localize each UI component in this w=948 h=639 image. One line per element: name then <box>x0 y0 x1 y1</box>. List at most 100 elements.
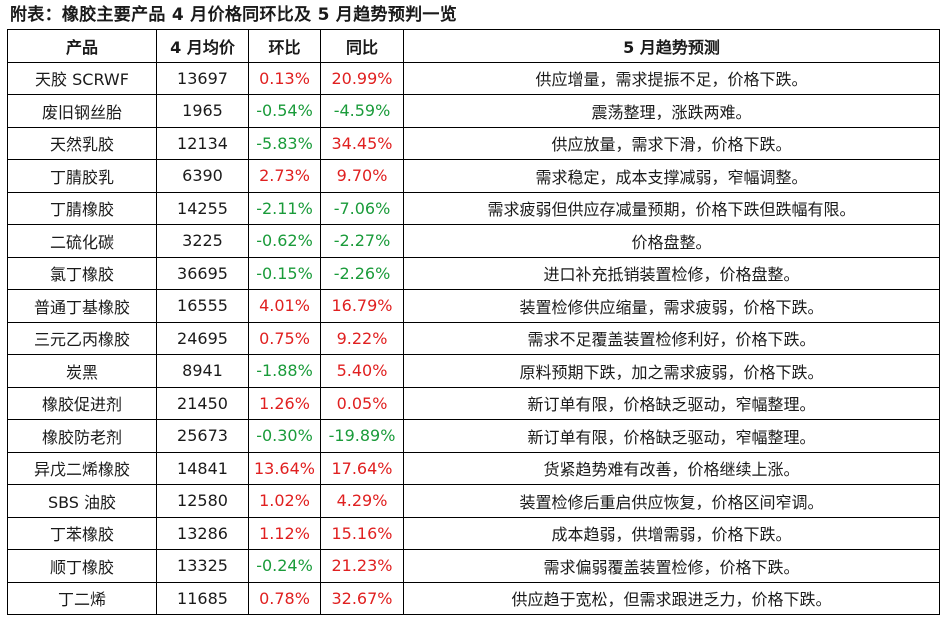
table-row: 顺丁橡胶 13325 -0.24% 21.23% 需求偏弱覆盖装置检修，价格下跌。 <box>7 549 940 583</box>
may-trend-cell: 原料预期下跌，加之需求疲弱，价格下跌。 <box>403 354 940 388</box>
mom-change-cell: -0.15% <box>248 256 321 290</box>
yoy-change-cell: 16.79% <box>320 289 404 323</box>
april-price-cell: 14255 <box>156 191 249 225</box>
product-name-cell: 丁腈橡胶 <box>7 191 157 225</box>
mom-change-cell: 2.73% <box>248 159 321 193</box>
yoy-change-cell: -7.06% <box>320 191 404 225</box>
product-name-cell: 天然乳胶 <box>7 126 157 160</box>
april-price-cell: 25673 <box>156 419 249 453</box>
mom-change-cell: -0.24% <box>248 549 321 583</box>
may-trend-cell: 成本趋弱，供增需弱，价格下跌。 <box>403 516 940 550</box>
yoy-change-cell: 9.70% <box>320 159 404 193</box>
product-name-cell: 丁苯橡胶 <box>7 516 157 550</box>
april-price-cell: 8941 <box>156 354 249 388</box>
table-body: 天胶 SCRWF 13697 0.13% 20.99% 供应增量，需求提振不足，价格下跌… <box>7 61 940 615</box>
may-trend-cell: 需求疲弱但供应存减量预期，价格下跌但跌幅有限。 <box>403 191 940 225</box>
mom-change-cell: -0.54% <box>248 94 321 128</box>
product-name-cell: SBS 油胶 <box>7 484 157 518</box>
april-price-cell: 1965 <box>156 94 249 128</box>
mom-change-cell: -2.11% <box>248 191 321 225</box>
table-row: 炭黑 8941 -1.88% 5.40% 原料预期下跌，加之需求疲弱，价格下跌。 <box>7 354 940 388</box>
mom-change-cell: 13.64% <box>248 451 321 485</box>
may-trend-cell: 震荡整理，涨跌两难。 <box>403 94 940 128</box>
april-price-cell: 12134 <box>156 126 249 160</box>
may-trend-cell: 需求稳定，成本支撑减弱，窄幅调整。 <box>403 159 940 193</box>
april-price-cell: 13286 <box>156 516 249 550</box>
product-name-cell: 丁二烯 <box>7 581 157 615</box>
table-row: 丁二烯 11685 0.78% 32.67% 供应趋于宽松，但需求跟进乏力，价格下跌。 <box>7 581 940 615</box>
table-row: 三元乙丙橡胶 24695 0.75% 9.22% 需求不足覆盖装置检修利好，价格下跌。 <box>7 321 940 355</box>
yoy-change-cell: 34.45% <box>320 126 404 160</box>
product-name-cell: 橡胶防老剂 <box>7 419 157 453</box>
yoy-change-cell: 4.29% <box>320 484 404 518</box>
yoy-change-cell: -2.26% <box>320 256 404 290</box>
mom-change-cell: -0.30% <box>248 419 321 453</box>
mom-change-cell: 0.75% <box>248 321 321 355</box>
product-name-cell: 顺丁橡胶 <box>7 549 157 583</box>
table-row: 天胶 SCRWF 13697 0.13% 20.99% 供应增量，需求提振不足，价格下跌… <box>7 61 940 95</box>
header-row: 产品 4 月均价 环比 同比 5 月趋势预测 <box>7 29 940 63</box>
product-name-cell: 丁腈胶乳 <box>7 159 157 193</box>
yoy-change-cell: 15.16% <box>320 516 404 550</box>
april-price-cell: 14841 <box>156 451 249 485</box>
yoy-change-cell: 21.23% <box>320 549 404 583</box>
mom-change-cell: -5.83% <box>248 126 321 160</box>
table-row: 废旧钢丝胎 1965 -0.54% -4.59% 震荡整理，涨跌两难。 <box>7 94 940 128</box>
april-price-cell: 16555 <box>156 289 249 323</box>
may-trend-cell: 需求不足覆盖装置检修利好，价格下跌。 <box>403 321 940 355</box>
table-row: 橡胶防老剂 25673 -0.30% -19.89% 新订单有限，价格缺乏驱动，窄幅整理… <box>7 419 940 453</box>
product-name-cell: 氯丁橡胶 <box>7 256 157 290</box>
product-name-cell: 三元乙丙橡胶 <box>7 321 157 355</box>
may-trend-cell: 装置检修供应缩量，需求疲弱，价格下跌。 <box>403 289 940 323</box>
may-trend-cell: 新订单有限，价格缺乏驱动，窄幅整理。 <box>403 386 940 420</box>
table-row: 丁腈橡胶 14255 -2.11% -7.06% 需求疲弱但供应存减量预期，价格下跌但跌… <box>7 191 940 225</box>
may-trend-cell: 进口补充抵销装置检修，价格盘整。 <box>403 256 940 290</box>
yoy-change-cell: -19.89% <box>320 419 404 453</box>
may-trend-cell: 价格盘整。 <box>403 224 940 258</box>
rubber-price-table: 产品 4 月均价 环比 同比 5 月趋势预测 天胶 SCRWF 13697 0.13… <box>7 29 940 615</box>
may-trend-cell: 供应增量，需求提振不足，价格下跌。 <box>403 61 940 95</box>
mom-change-cell: 0.13% <box>248 61 321 95</box>
table-row: 丁腈胶乳 6390 2.73% 9.70% 需求稳定，成本支撑减弱，窄幅调整。 <box>7 159 940 193</box>
mom-change-cell: 1.02% <box>248 484 321 518</box>
yoy-change-cell: 20.99% <box>320 61 404 95</box>
product-name-cell: 天胶 SCRWF <box>7 61 157 95</box>
april-price-cell: 13325 <box>156 549 249 583</box>
yoy-change-cell: 9.22% <box>320 321 404 355</box>
product-name-cell: 橡胶促进剂 <box>7 386 157 420</box>
april-price-cell: 13697 <box>156 61 249 95</box>
table-row: 二硫化碳 3225 -0.62% -2.27% 价格盘整。 <box>7 224 940 258</box>
product-name-cell: 废旧钢丝胎 <box>7 94 157 128</box>
table-row: 丁苯橡胶 13286 1.12% 15.16% 成本趋弱，供增需弱，价格下跌。 <box>7 516 940 550</box>
product-name-cell: 炭黑 <box>7 354 157 388</box>
april-price-cell: 6390 <box>156 159 249 193</box>
table-row: 普通丁基橡胶 16555 4.01% 16.79% 装置检修供应缩量，需求疲弱，价格下跌… <box>7 289 940 323</box>
mom-change-cell: -0.62% <box>248 224 321 258</box>
mom-change-cell: 1.12% <box>248 516 321 550</box>
mom-change-cell: -1.88% <box>248 354 321 388</box>
april-price-cell: 24695 <box>156 321 249 355</box>
yoy-change-cell: 17.64% <box>320 451 404 485</box>
april-price-cell: 12580 <box>156 484 249 518</box>
header-april-avg-price: 4 月均价 <box>156 29 249 63</box>
table-row: 异戊二烯橡胶 14841 13.64% 17.64% 货紧趋势难有改善，价格继续上涨。 <box>7 451 940 485</box>
may-trend-cell: 货紧趋势难有改善，价格继续上涨。 <box>403 451 940 485</box>
mom-change-cell: 1.26% <box>248 386 321 420</box>
table-row: 橡胶促进剂 21450 1.26% 0.05% 新订单有限，价格缺乏驱动，窄幅整理。 <box>7 386 940 420</box>
product-name-cell: 异戊二烯橡胶 <box>7 451 157 485</box>
mom-change-cell: 0.78% <box>248 581 321 615</box>
april-price-cell: 36695 <box>156 256 249 290</box>
table-row: 氯丁橡胶 36695 -0.15% -2.26% 进口补充抵销装置检修，价格盘整。 <box>7 256 940 290</box>
table-caption: 附表：橡胶主要产品 4 月价格同环比及 5 月趋势预判一览 <box>10 5 458 25</box>
may-trend-cell: 需求偏弱覆盖装置检修，价格下跌。 <box>403 549 940 583</box>
table-row: 天然乳胶 12134 -5.83% 34.45% 供应放量，需求下滑，价格下跌。 <box>7 126 940 160</box>
april-price-cell: 3225 <box>156 224 249 258</box>
table-row: SBS 油胶 12580 1.02% 4.29% 装置检修后重启供应恢复，价格区间窄调。 <box>7 484 940 518</box>
may-trend-cell: 供应趋于宽松，但需求跟进乏力，价格下跌。 <box>403 581 940 615</box>
april-price-cell: 21450 <box>156 386 249 420</box>
yoy-change-cell: 0.05% <box>320 386 404 420</box>
header-yoy: 同比 <box>320 29 404 63</box>
april-price-cell: 11685 <box>156 581 249 615</box>
product-name-cell: 二硫化碳 <box>7 224 157 258</box>
header-product: 产品 <box>7 29 157 63</box>
